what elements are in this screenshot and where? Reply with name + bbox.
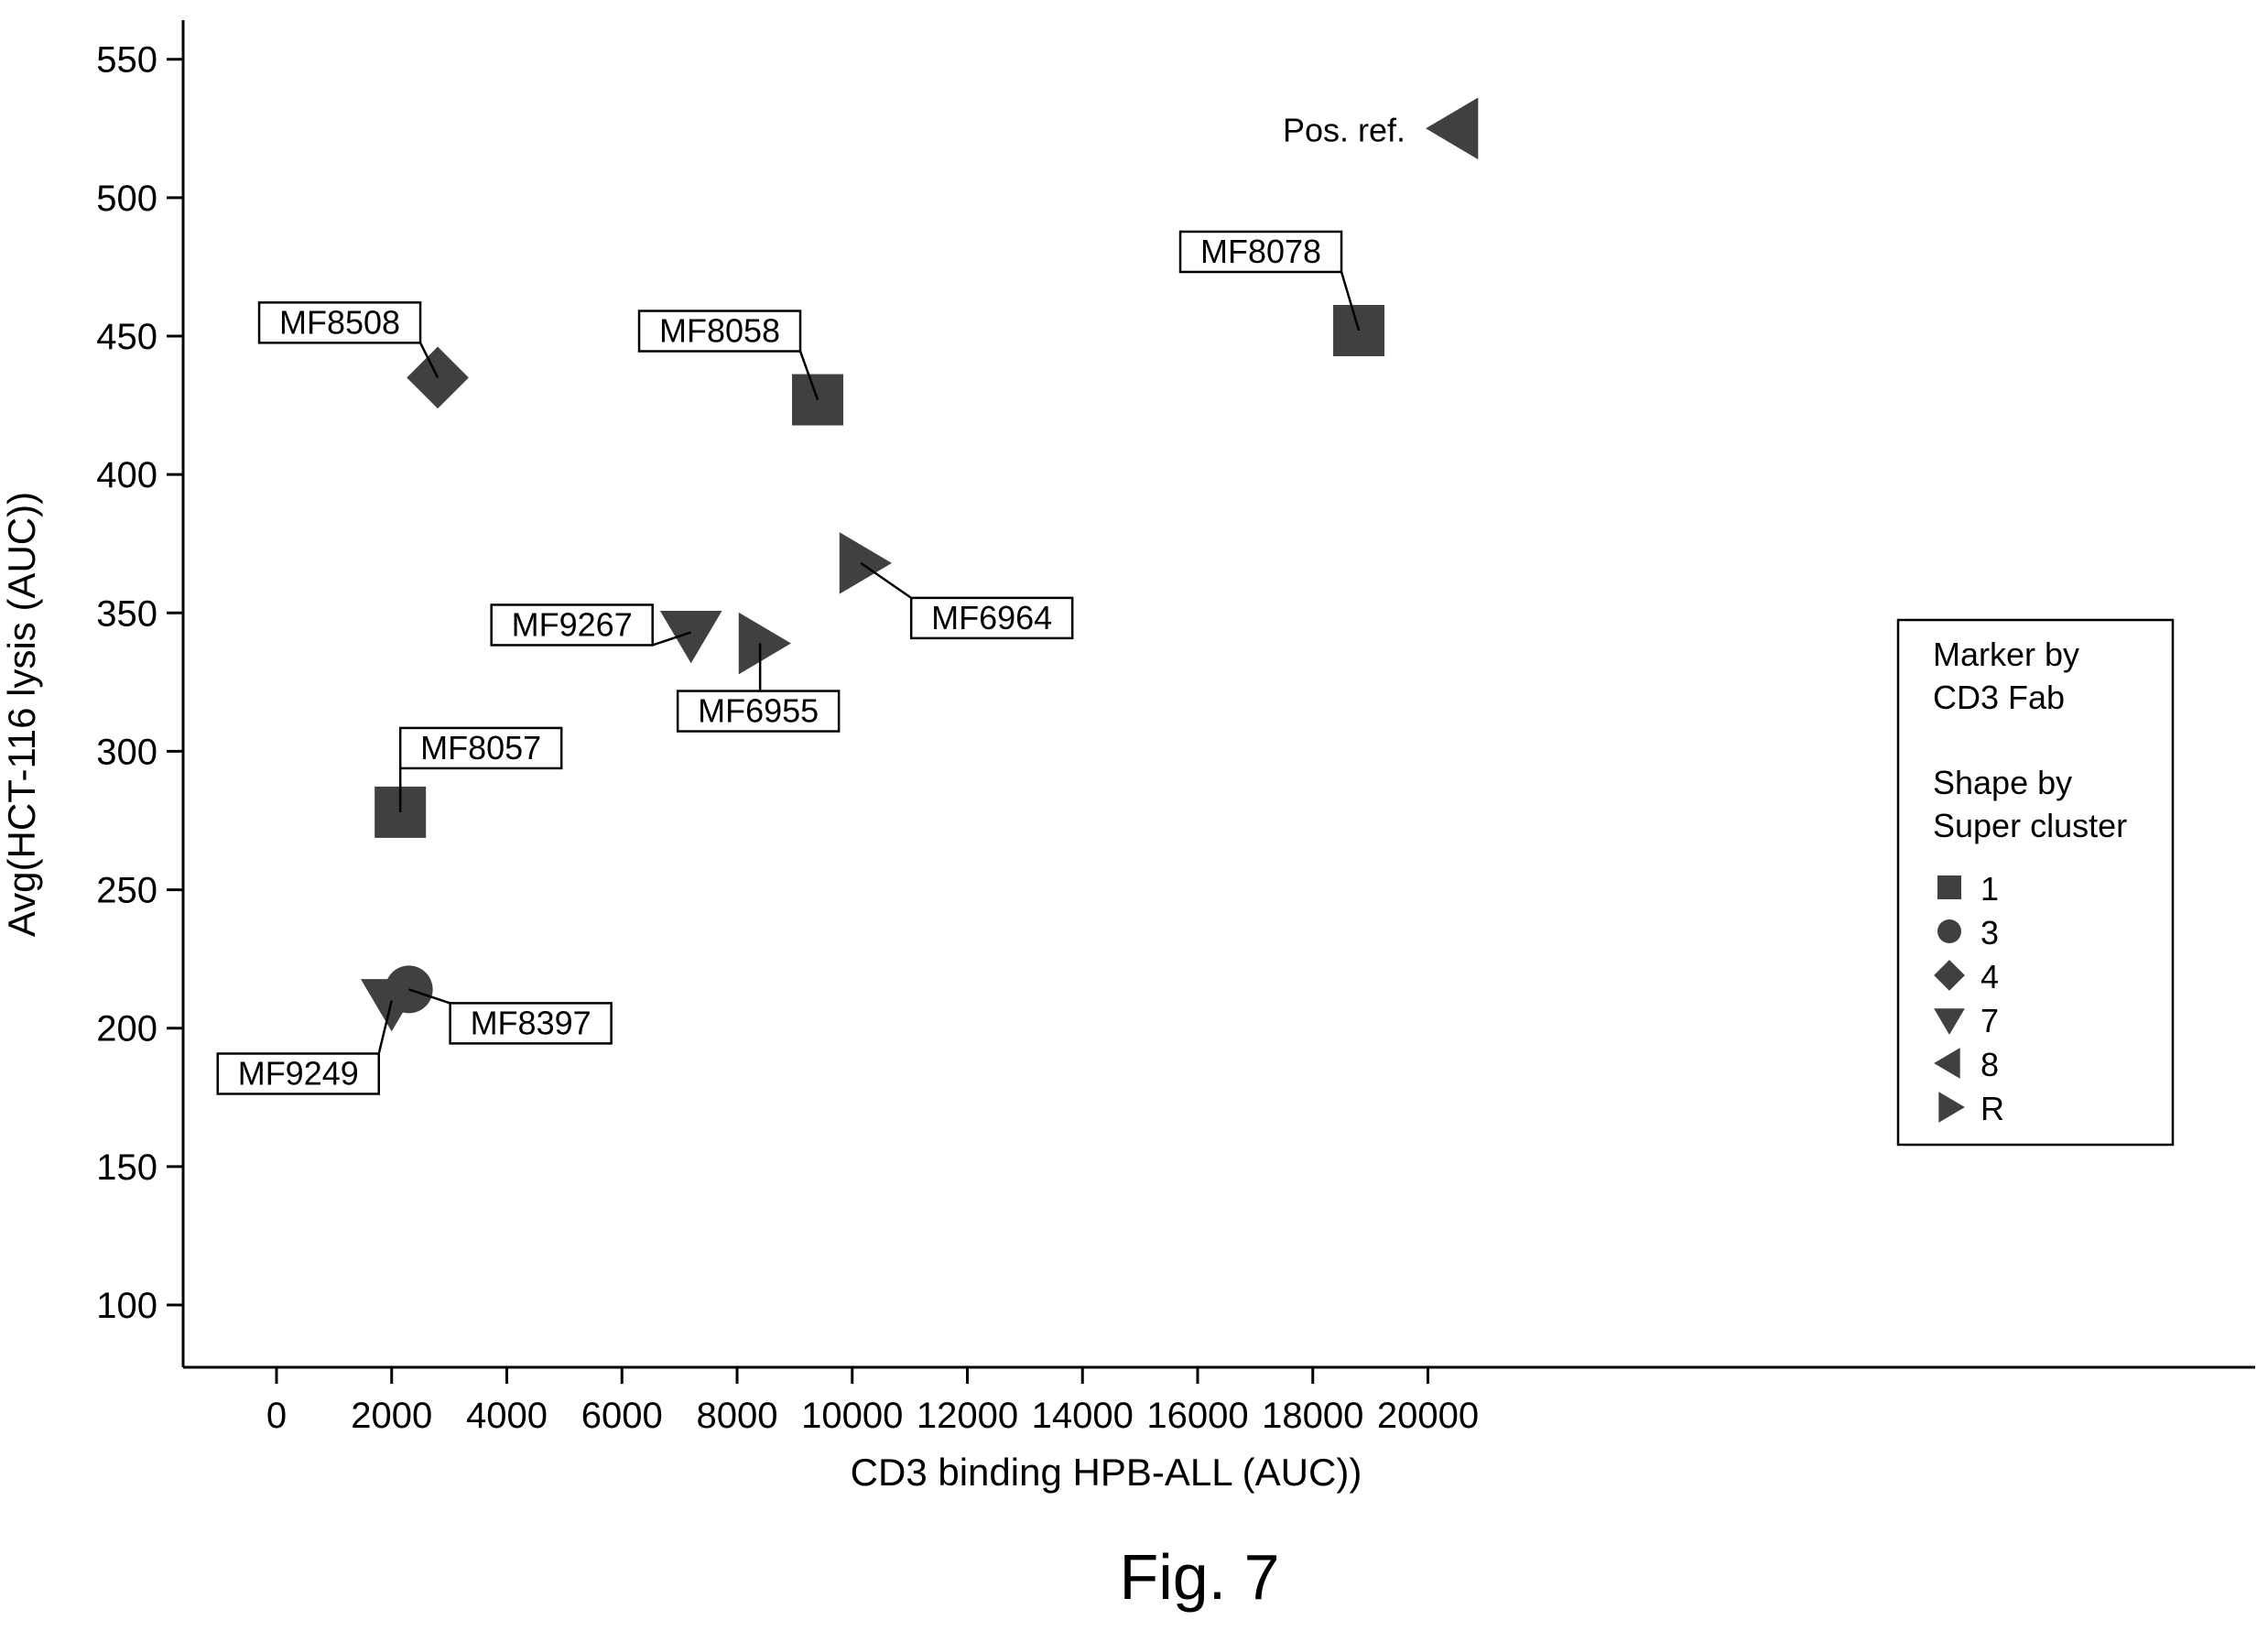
data-point	[738, 612, 791, 675]
y-tick-label: 450	[96, 317, 157, 357]
x-tick-label: 12000	[917, 1396, 1018, 1436]
y-tick-label: 300	[96, 732, 157, 772]
label-box	[216, 1052, 380, 1095]
y-tick-label: 550	[96, 40, 157, 81]
label-leader	[377, 1000, 393, 1054]
legend-label: 4	[1980, 958, 1999, 995]
label-leader	[418, 342, 439, 378]
y-tick-label: 400	[96, 455, 157, 495]
legend-title: Shape by	[1933, 764, 2072, 801]
legend-marker	[1934, 1008, 1965, 1035]
point-label: MF8397	[471, 1004, 591, 1041]
legend-marker	[1938, 1092, 1965, 1123]
legend-title: Super cluster	[1933, 807, 2127, 844]
label-leader	[1340, 271, 1361, 332]
y-tick-label: 150	[96, 1147, 157, 1188]
label-box	[1178, 230, 1343, 274]
x-tick-label: 4000	[466, 1396, 548, 1436]
y-tick-label: 350	[96, 593, 157, 634]
legend-label: 8	[1980, 1046, 1999, 1083]
legend-marker	[1937, 875, 1961, 899]
legend-marker	[1934, 1048, 1960, 1079]
point-label: MF6964	[931, 599, 1052, 636]
label-leader	[860, 561, 912, 599]
legend-label: 7	[1980, 1002, 1999, 1039]
legend-marker	[1937, 919, 1961, 943]
point-labels: Pos. ref. MF8078 MF8508 MF8058 MF6964 MF9267 M…	[216, 111, 1405, 1095]
y-tick-label: 500	[96, 179, 157, 219]
label-box	[490, 603, 654, 647]
point-label: MF9267	[512, 605, 633, 643]
label-box	[637, 310, 802, 353]
x-axis-title: CD3 binding HPB-ALL (AUC))	[851, 1451, 1362, 1494]
point-label: MF8508	[279, 303, 400, 341]
legend-label: 1	[1980, 870, 1999, 908]
point-label: MF8078	[1200, 233, 1321, 270]
label-box	[676, 690, 841, 733]
label-box	[909, 596, 1074, 640]
label-leader	[798, 351, 819, 400]
y-axis-title: Avg(HCT-116 lysis (AUC))	[0, 492, 43, 937]
legend-label: 3	[1980, 914, 1999, 951]
label-box	[398, 726, 563, 770]
x-tick-label: 2000	[351, 1396, 432, 1436]
point-label: MF8057	[420, 729, 541, 767]
label-box	[257, 301, 422, 344]
point-label: MF8058	[659, 312, 780, 350]
axes: 100 150 200 250 300 350 400 450 500 550 0 2000 4000 6…	[96, 20, 2255, 1436]
point-label: MF6955	[698, 692, 819, 730]
label-box	[449, 1002, 613, 1045]
point-label: Pos. ref.	[1283, 111, 1405, 148]
x-tick-label: 10000	[801, 1396, 903, 1436]
y-tick-label: 250	[96, 871, 157, 911]
legend: Marker by CD3 Fab Shape by Super cluster 1 3 4…	[1896, 618, 2175, 1147]
legend-title: CD3 Fab	[1933, 679, 2065, 716]
x-tick-label: 6000	[581, 1396, 663, 1436]
data-point	[1426, 97, 1479, 160]
legend-title: Marker by	[1933, 636, 2079, 673]
x-tick-label: 0	[266, 1396, 287, 1436]
x-tick-label: 8000	[697, 1396, 778, 1436]
data-point	[839, 532, 892, 594]
legend-marker	[1934, 960, 1965, 991]
data-point	[659, 611, 722, 664]
figure-caption: Fig. 7	[1119, 1541, 1279, 1613]
legend-label: R	[1980, 1090, 2004, 1127]
y-tick-label: 100	[96, 1286, 157, 1326]
point-label: MF9249	[238, 1054, 359, 1092]
x-tick-label: 18000	[1262, 1396, 1363, 1436]
x-tick-label: 14000	[1032, 1396, 1134, 1436]
x-tick-label: 16000	[1146, 1396, 1248, 1436]
label-leader	[652, 631, 692, 647]
y-tick-label: 200	[96, 1009, 157, 1049]
label-leader	[408, 988, 451, 1005]
x-tick-label: 20000	[1377, 1396, 1479, 1436]
